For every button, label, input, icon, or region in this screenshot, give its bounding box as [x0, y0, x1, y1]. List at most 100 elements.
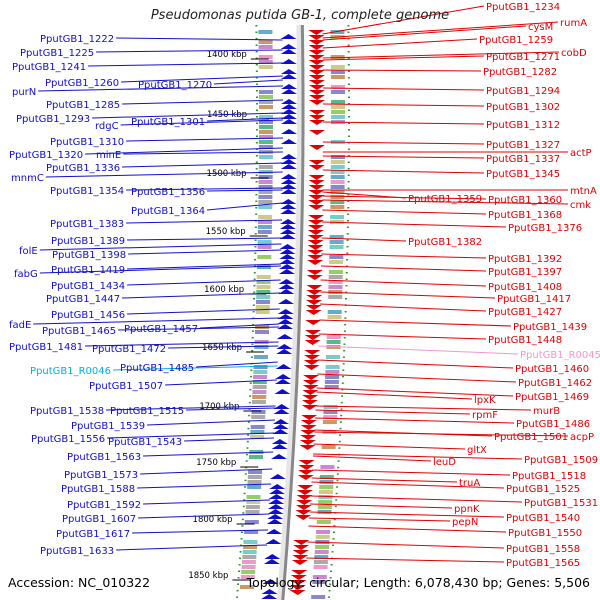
reverse-gene-arrow	[295, 505, 312, 510]
cog-block-forward	[259, 125, 273, 129]
reverse-gene-arrow	[307, 255, 324, 260]
forward-gene-arrow	[275, 364, 292, 369]
leader-line-left	[38, 85, 284, 92]
cog-block-reverse	[313, 565, 328, 569]
leader-line-right	[318, 345, 519, 355]
forward-gene-arrow	[263, 559, 280, 564]
gene-label-left: PputGB1_1456	[51, 310, 125, 321]
gene-label-right: PputGB1_1312	[486, 120, 560, 131]
leader-line-right	[312, 455, 432, 462]
forward-gene-arrow	[278, 284, 295, 289]
leader-line-left	[184, 437, 275, 442]
forward-gene-arrow	[281, 119, 297, 124]
gene-label-right: rpmF	[472, 410, 498, 421]
leader-line-right	[309, 511, 505, 518]
leader-line-left	[33, 317, 280, 325]
reverse-gene-arrow	[308, 75, 325, 80]
leader-line-left	[107, 432, 275, 439]
forward-gene-arrow	[266, 519, 283, 524]
leader-line-left	[207, 117, 284, 122]
gene-label-left: PputGB1_1592	[67, 500, 141, 511]
cog-block-forward	[247, 480, 262, 484]
gene-label-left: PputGB1_1447	[46, 294, 120, 305]
leader-line-right	[322, 155, 485, 159]
cog-block-forward	[241, 570, 256, 574]
scale-tick-label: 1750 kbp	[196, 458, 236, 468]
forward-gene-arrow	[272, 429, 289, 434]
cog-block-reverse	[331, 85, 345, 89]
gene-label-right: gltX	[467, 445, 487, 456]
leader-line-left	[128, 249, 282, 255]
leader-line-right	[308, 517, 451, 522]
gene-label-left: PputGB1_1633	[40, 546, 114, 557]
gene-label-right: PputGB1_1462	[518, 378, 592, 389]
reverse-gene-arrow	[293, 545, 310, 550]
forward-gene-arrow	[267, 504, 284, 509]
cog-block-reverse	[331, 115, 345, 119]
reverse-gene-arrow	[298, 465, 315, 470]
cog-block-forward	[258, 215, 273, 219]
cog-block-reverse	[319, 475, 334, 479]
forward-gene-arrow	[268, 499, 285, 504]
reverse-gene-arrow	[300, 435, 317, 440]
forward-gene-arrow	[271, 439, 288, 444]
leader-line-right	[313, 453, 523, 460]
forward-gene-arrow	[272, 424, 289, 429]
cog-block-reverse	[316, 520, 331, 524]
forward-gene-arrow	[281, 89, 297, 94]
cog-block-reverse	[329, 245, 344, 249]
leader-line-right	[322, 169, 485, 174]
reverse-gene-arrow	[308, 190, 325, 195]
reverse-gene-arrow	[308, 55, 325, 60]
cog-block-forward	[256, 280, 271, 284]
cog-block-reverse	[318, 495, 333, 499]
leader-line-right	[322, 121, 485, 125]
cog-block-forward	[243, 545, 258, 549]
leader-line-right	[322, 103, 485, 107]
gene-label-right: cmk	[570, 200, 591, 211]
cog-block-forward	[255, 330, 269, 334]
leader-line-right	[321, 221, 507, 228]
reverse-gene-arrow	[301, 415, 318, 420]
forward-gene-arrow	[280, 199, 297, 204]
cog-block-forward	[259, 135, 273, 139]
cog-block-forward	[258, 205, 273, 209]
cog-block-forward	[241, 565, 256, 569]
cog-block-forward	[257, 255, 272, 259]
leader-line-left	[214, 79, 283, 85]
gene-label-left: PputGB1_1507	[89, 381, 163, 392]
cog-block-forward	[245, 505, 260, 509]
leader-line-left	[196, 361, 278, 368]
forward-gene-arrow	[280, 204, 297, 209]
gene-label-left: PputGB1_1336	[46, 163, 120, 174]
cog-block-reverse	[330, 185, 345, 189]
cog-block-forward	[258, 60, 273, 64]
gene-label-left: PputGB1_1472	[92, 344, 166, 355]
cog-block-forward	[241, 560, 256, 564]
reverse-gene-arrow	[296, 490, 313, 495]
gene-label-right: PputGB1_1337	[486, 154, 560, 165]
reverse-gene-arrow	[308, 215, 325, 220]
reverse-gene-arrow	[309, 90, 325, 95]
reverse-gene-arrow	[291, 560, 308, 565]
gene-label-left: PputGB1_1563	[67, 452, 141, 463]
cog-block-forward	[244, 520, 259, 524]
cog-block-reverse	[314, 555, 329, 559]
gene-label-right: PputGB1_1302	[486, 102, 560, 113]
leader-line-right	[322, 5, 485, 35]
cog-block-reverse	[314, 550, 329, 554]
gene-label-left: PputGB1_1270	[138, 80, 212, 91]
cog-block-reverse	[322, 420, 337, 424]
gene-label-left: PputGB1_1293	[16, 114, 90, 125]
cog-block-reverse	[328, 280, 343, 284]
cog-block-reverse	[325, 375, 340, 379]
forward-gene-arrow	[279, 234, 296, 239]
cog-block-forward	[247, 485, 262, 489]
cog-block-forward	[252, 380, 267, 384]
cog-block-reverse	[330, 200, 345, 204]
gene-label-left: PputGB1_1310	[50, 137, 124, 148]
cog-block-reverse	[320, 465, 335, 469]
cog-block-reverse	[321, 445, 336, 449]
reverse-gene-arrow	[301, 405, 318, 410]
gene-label-left: PputGB1_1356	[131, 187, 205, 198]
